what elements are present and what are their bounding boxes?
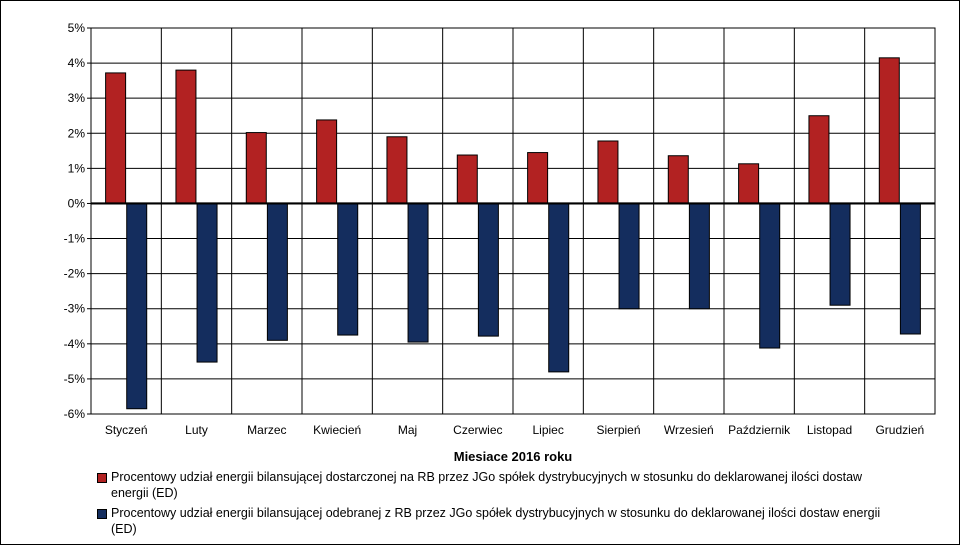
bar-delivered (527, 152, 549, 204)
x-tick-label: Kwiecień (313, 423, 361, 437)
bar-received (407, 202, 429, 343)
y-tick-label: 4% (68, 56, 86, 70)
bar-delivered (105, 72, 127, 204)
legend-swatch-received (97, 509, 107, 519)
bar-received (477, 202, 499, 337)
bar-delivered (316, 119, 338, 204)
bar-received (618, 202, 640, 310)
bar-delivered (456, 154, 478, 204)
x-tick-label: Październik (728, 423, 791, 437)
legend-label-received: Procentowy udział energii bilansującej o… (111, 506, 881, 536)
y-tick-label: 5% (68, 21, 86, 35)
y-tick-label: -6% (64, 407, 86, 421)
bar-delivered (597, 140, 619, 204)
bar-delivered (808, 115, 830, 204)
x-tick-label: Maj (398, 423, 417, 437)
y-axis-ticks: 5% 4% 3% 2% 1% 0% -1% -2% -3% -4% -5% -6% (64, 21, 91, 421)
gridlines (90, 27, 936, 415)
y-tick-label: -1% (64, 232, 86, 246)
bar-delivered (738, 163, 760, 204)
bar-delivered (245, 132, 267, 204)
bar-received (899, 202, 921, 335)
bars (91, 57, 935, 410)
y-tick-label: 1% (68, 161, 86, 175)
bar-delivered (386, 136, 408, 204)
x-tick-label: Marzec (247, 423, 286, 437)
legend-label-delivered: Procentowy udział energii bilansującej d… (111, 470, 863, 500)
bar-delivered (667, 155, 689, 204)
x-tick-label: Grudzień (875, 423, 924, 437)
bar-delivered (175, 69, 197, 204)
x-tick-label: Styczeń (105, 423, 148, 437)
bar-received (266, 202, 288, 341)
bar-received (126, 202, 148, 410)
x-tick-label: Czerwiec (453, 423, 502, 437)
bar-received (196, 202, 218, 363)
bar-delivered (878, 57, 900, 204)
bar-received (759, 202, 781, 349)
x-tick-label: Wrzesień (664, 423, 714, 437)
y-tick-label: 2% (68, 126, 86, 140)
bar-received (548, 202, 570, 373)
y-tick-label: 3% (68, 91, 86, 105)
bar-received (688, 202, 710, 310)
x-tick-label: Lipiec (532, 423, 563, 437)
bar-received (337, 202, 359, 336)
y-tick-label: 0% (68, 196, 86, 210)
x-tick-label: Luty (185, 423, 208, 437)
x-tick-label: Sierpień (596, 423, 640, 437)
y-tick-label: -5% (64, 372, 86, 386)
y-tick-label: -3% (64, 302, 86, 316)
x-tick-label: Listopad (807, 423, 852, 437)
bar-chart: 5% 4% 3% 2% 1% 0% -1% -2% -3% -4% -5% -6% Styczeń Lu… (64, 21, 936, 464)
legend-swatch-delivered (97, 473, 107, 483)
x-axis-ticks: Styczeń Luty Marzec Kwiecień Maj Czerwiec Lipi… (105, 423, 924, 437)
x-axis-label: Miesiące 2016 roku (454, 449, 573, 461)
y-tick-label: -2% (64, 267, 86, 281)
bar-received (829, 202, 851, 306)
y-tick-label: -4% (64, 337, 86, 351)
